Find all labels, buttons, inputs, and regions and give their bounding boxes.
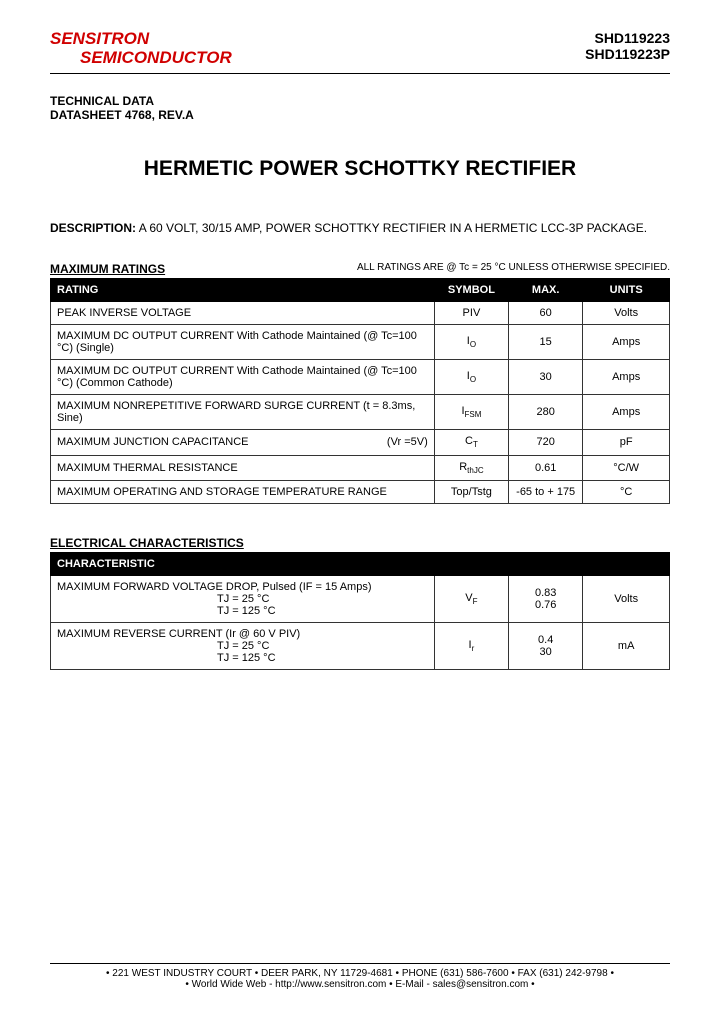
max-cell: 15 (509, 325, 583, 360)
table-row: MAXIMUM DC OUTPUT CURRENT With Cathode M… (51, 360, 670, 395)
symbol-cell: IFSM (434, 395, 508, 430)
table-row: MAXIMUM JUNCTION CAPACITANCE(Vr =5V)CT72… (51, 430, 670, 455)
footer-line1: • 221 WEST INDUSTRY COURT • DEER PARK, N… (50, 968, 670, 979)
max-cell: -65 to + 175 (509, 480, 583, 503)
page-title: HERMETIC POWER SCHOTTKY RECTIFIER (50, 157, 670, 181)
symbol-cell: IO (434, 360, 508, 395)
th-units: UNITS (583, 279, 670, 302)
footer: • 221 WEST INDUSTRY COURT • DEER PARK, N… (50, 963, 670, 990)
th-characteristic: CHARACTERISTIC (51, 552, 670, 575)
characteristic-cell: MAXIMUM REVERSE CURRENT (Ir @ 60 V PIV)T… (51, 622, 435, 669)
footer-line2: • World Wide Web - http://www.sensitron.… (50, 979, 670, 990)
max-ratings-table: RATING SYMBOL MAX. UNITS PEAK INVERSE VO… (50, 278, 670, 503)
table-row: MAXIMUM REVERSE CURRENT (Ir @ 60 V PIV)T… (51, 622, 670, 669)
max-cell: 280 (509, 395, 583, 430)
rating-cell: MAXIMUM THERMAL RESISTANCE (51, 455, 435, 480)
logo-line1: SENSITRON (50, 30, 232, 49)
symbol-cell: IO (434, 325, 508, 360)
units-cell: pF (583, 430, 670, 455)
tech-data-line1: TECHNICAL DATA (50, 94, 670, 108)
max-cell: 60 (509, 302, 583, 325)
header-divider (50, 73, 670, 74)
value-cell: 0.830.76 (509, 575, 583, 622)
max-cell: 0.61 (509, 455, 583, 480)
symbol-cell: PIV (434, 302, 508, 325)
table-row: MAXIMUM THERMAL RESISTANCERthJC0.61°C/W (51, 455, 670, 480)
table-row: MAXIMUM NONREPETITIVE FORWARD SURGE CURR… (51, 395, 670, 430)
units-cell: mA (583, 622, 670, 669)
header: SENSITRON SEMICONDUCTOR SHD119223 SHD119… (50, 30, 670, 67)
ratings-note: ALL RATINGS ARE @ Tc = 25 °C UNLESS OTHE… (357, 262, 670, 273)
rating-cell: MAXIMUM DC OUTPUT CURRENT With Cathode M… (51, 360, 435, 395)
table-row: MAXIMUM FORWARD VOLTAGE DROP, Pulsed (IF… (51, 575, 670, 622)
table-row: MAXIMUM OPERATING AND STORAGE TEMPERATUR… (51, 480, 670, 503)
symbol-cell: CT (434, 430, 508, 455)
tech-data-line2: DATASHEET 4768, REV.A (50, 108, 670, 122)
symbol-cell: Top/Tstg (434, 480, 508, 503)
part-number-2: SHD119223P (585, 46, 670, 62)
description: DESCRIPTION: A 60 VOLT, 30/15 AMP, POWER… (50, 221, 670, 235)
elec-char-table: CHARACTERISTIC MAXIMUM FORWARD VOLTAGE D… (50, 552, 670, 670)
rating-cell: MAXIMUM OPERATING AND STORAGE TEMPERATUR… (51, 480, 435, 503)
rating-cell: MAXIMUM DC OUTPUT CURRENT With Cathode M… (51, 325, 435, 360)
units-cell: Amps (583, 395, 670, 430)
part-numbers: SHD119223 SHD119223P (585, 30, 670, 62)
company-logo: SENSITRON SEMICONDUCTOR (50, 30, 232, 67)
symbol-cell: RthJC (434, 455, 508, 480)
max-ratings-label: MAXIMUM RATINGS (50, 262, 165, 276)
th-rating: RATING (51, 279, 435, 302)
table-row: PEAK INVERSE VOLTAGEPIV60Volts (51, 302, 670, 325)
table-row: MAXIMUM DC OUTPUT CURRENT With Cathode M… (51, 325, 670, 360)
units-cell: Volts (583, 575, 670, 622)
description-text: A 60 VOLT, 30/15 AMP, POWER SCHOTTKY REC… (136, 221, 647, 235)
characteristic-cell: MAXIMUM FORWARD VOLTAGE DROP, Pulsed (IF… (51, 575, 435, 622)
max-cell: 720 (509, 430, 583, 455)
value-cell: 0.430 (509, 622, 583, 669)
rating-cell: MAXIMUM NONREPETITIVE FORWARD SURGE CURR… (51, 395, 435, 430)
symbol-cell: VF (434, 575, 508, 622)
units-cell: Volts (583, 302, 670, 325)
units-cell: °C (583, 480, 670, 503)
units-cell: °C/W (583, 455, 670, 480)
description-label: DESCRIPTION: (50, 221, 136, 235)
th-symbol: SYMBOL (434, 279, 508, 302)
units-cell: Amps (583, 360, 670, 395)
logo-line2: SEMICONDUCTOR (50, 49, 232, 68)
symbol-cell: Ir (434, 622, 508, 669)
th-max: MAX. (509, 279, 583, 302)
units-cell: Amps (583, 325, 670, 360)
rating-cell: MAXIMUM JUNCTION CAPACITANCE(Vr =5V) (51, 430, 435, 455)
part-number-1: SHD119223 (585, 30, 670, 46)
rating-cell: PEAK INVERSE VOLTAGE (51, 302, 435, 325)
max-cell: 30 (509, 360, 583, 395)
technical-data-block: TECHNICAL DATA DATASHEET 4768, REV.A (50, 94, 670, 122)
elec-char-label: ELECTRICAL CHARACTERISTICS (50, 536, 244, 550)
